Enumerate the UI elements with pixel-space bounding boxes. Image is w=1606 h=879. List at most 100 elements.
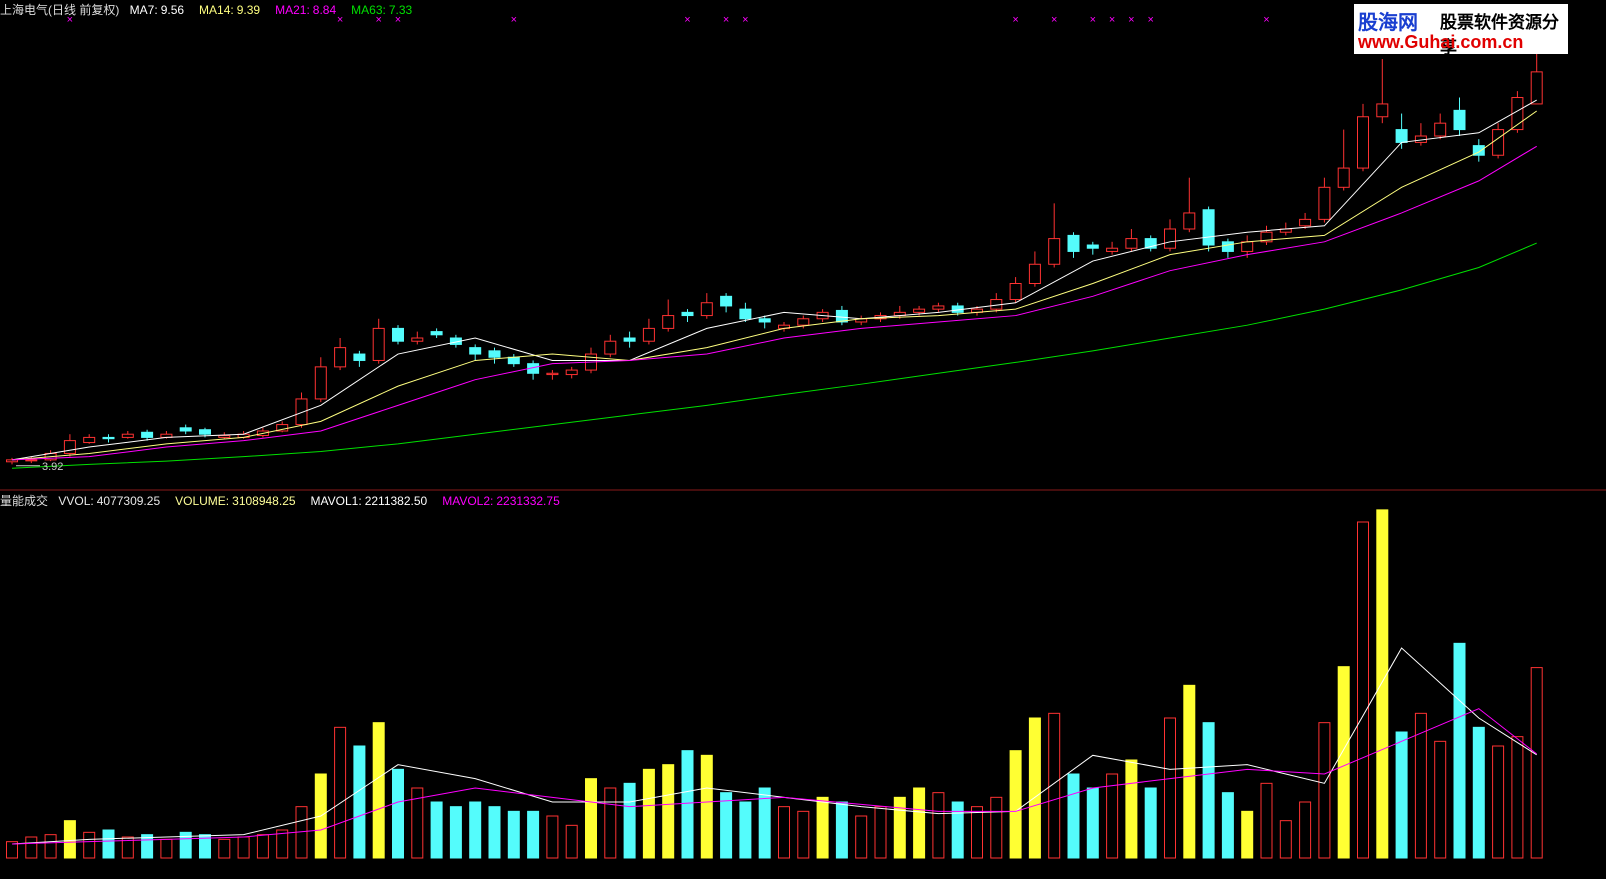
candle-body xyxy=(1376,103,1389,118)
candle-body xyxy=(604,340,617,355)
signal-marker: × xyxy=(395,14,401,26)
volume-bar xyxy=(1106,773,1119,859)
legend-name: MA63: xyxy=(351,3,386,17)
candle-body xyxy=(1028,263,1041,284)
volume-bar xyxy=(411,787,424,859)
legend-value: 2231332.75 xyxy=(496,494,560,508)
volume-bar xyxy=(1202,722,1215,859)
volume-bar xyxy=(1086,787,1099,859)
signal-marker: × xyxy=(1263,14,1269,26)
candle-body xyxy=(1086,244,1099,249)
candle-body xyxy=(1202,209,1215,246)
candle-body xyxy=(353,353,366,361)
candle-body xyxy=(1492,129,1505,156)
legend-name: MA21: xyxy=(275,3,310,17)
candle-body xyxy=(720,295,733,307)
candle-body xyxy=(507,356,520,365)
signal-marker: × xyxy=(1051,14,1057,26)
volume-bar xyxy=(372,722,385,859)
watermark-url: www.Guhai.com.cn xyxy=(1358,32,1524,52)
legend-name: MAVOL2: xyxy=(442,494,494,508)
candle-body xyxy=(913,308,926,313)
legend-value: 7.33 xyxy=(388,3,413,17)
candle-body xyxy=(1260,231,1273,243)
volume-bar xyxy=(488,806,501,859)
volume-bar xyxy=(1279,820,1292,859)
volume-panel xyxy=(6,509,1543,859)
candle-body xyxy=(1221,241,1234,252)
candle-body xyxy=(546,372,559,376)
volume-bar xyxy=(642,768,655,859)
volume-bar xyxy=(565,824,578,859)
signal-marker: × xyxy=(1090,14,1096,26)
legend-item: VVOL: 4077309.25 xyxy=(58,494,163,508)
volume-bar xyxy=(1028,717,1041,859)
volume-bar xyxy=(392,768,404,859)
volume-bar xyxy=(276,829,289,859)
signal-marker: × xyxy=(1128,14,1134,26)
ma-line xyxy=(11,145,1537,461)
volume-bar xyxy=(546,815,559,859)
price-panel: 3.92 × × × × × × × × × × × × × × × xyxy=(6,14,1543,473)
legend-value: 3108948.25 xyxy=(232,494,296,508)
volume-bar xyxy=(44,834,57,859)
volume-bar xyxy=(1376,509,1389,859)
candle-body xyxy=(179,427,192,432)
volume-bar xyxy=(797,810,810,859)
legend-item: MA7: 9.56 xyxy=(130,3,187,17)
volume-bar xyxy=(739,801,752,859)
signal-marker: × xyxy=(742,14,748,26)
legend-item: MA14: 9.39 xyxy=(199,3,263,17)
signal-marker: × xyxy=(1147,14,1153,26)
candle-body xyxy=(469,347,482,355)
candle-body xyxy=(1318,186,1331,220)
ma-line xyxy=(11,99,1537,461)
volume-bar xyxy=(102,829,115,859)
volume-bar xyxy=(951,801,964,859)
volume-bar xyxy=(1048,712,1061,859)
signal-marker: × xyxy=(67,14,73,26)
candle-body xyxy=(1009,283,1022,301)
volume-bar xyxy=(1144,787,1157,859)
volume-bar xyxy=(835,801,848,859)
signal-marker: × xyxy=(723,14,729,26)
volume-bar xyxy=(256,834,269,859)
volume-bar xyxy=(893,796,906,859)
candle-body xyxy=(372,327,385,361)
signal-marker: × xyxy=(1012,14,1018,26)
legend-name: MAVOL1: xyxy=(310,494,362,508)
candle-body xyxy=(565,369,578,376)
volume-bar xyxy=(63,820,76,859)
candle-body xyxy=(642,327,655,342)
signal-marker: × xyxy=(1109,14,1115,26)
legend-name: MA7: xyxy=(129,3,158,17)
candle-body xyxy=(1453,109,1466,131)
candle-body xyxy=(334,347,347,368)
volume-bar xyxy=(1067,773,1080,859)
legend-value: 8.84 xyxy=(312,3,337,17)
volume-bar xyxy=(604,787,617,859)
legend-item: MA63: 7.33 xyxy=(351,3,415,17)
legend-item: VOLUME: 3108948.25 xyxy=(175,494,298,508)
volume-bar xyxy=(6,841,18,859)
legend-name: VVOL: xyxy=(58,494,94,508)
candle-body xyxy=(199,429,211,435)
volume-bar xyxy=(1453,642,1466,859)
volume-bar xyxy=(334,726,347,859)
signal-marker: × xyxy=(337,14,343,26)
watermark-slogan: 股票软件资源分享 xyxy=(1440,13,1559,58)
volume-bar xyxy=(1395,731,1408,859)
volume-bar xyxy=(585,778,597,859)
volume-bar xyxy=(1183,684,1196,859)
volume-bar xyxy=(237,836,250,859)
signal-marker: × xyxy=(375,14,381,26)
volume-bar xyxy=(1414,712,1427,859)
candle-body xyxy=(25,459,38,462)
candle-body xyxy=(1395,129,1408,143)
legend-value: 9.39 xyxy=(236,3,261,17)
candle-body xyxy=(411,337,424,342)
volume-bar xyxy=(449,806,462,859)
volume-title: 量能成交 xyxy=(0,494,49,508)
